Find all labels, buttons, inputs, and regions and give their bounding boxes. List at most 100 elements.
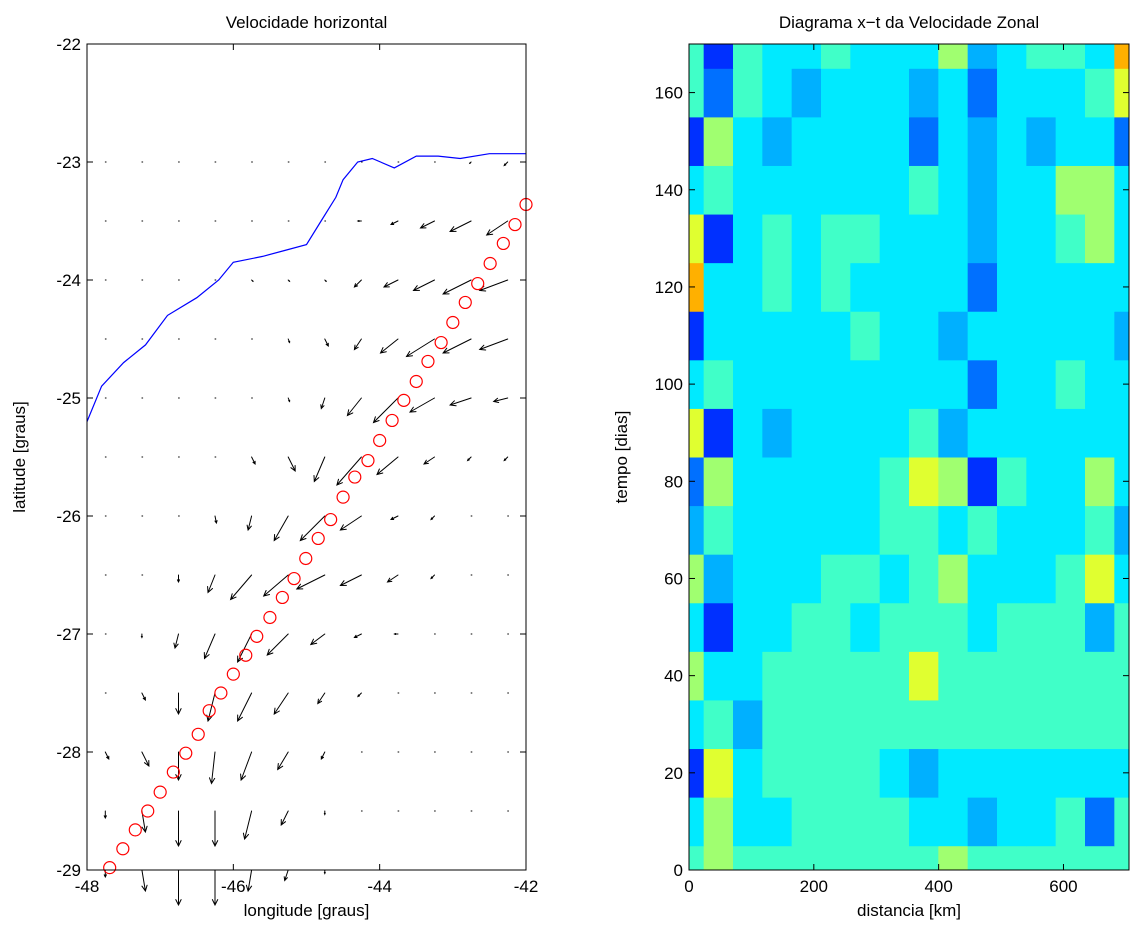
contour-cell: [909, 457, 939, 507]
contour-cell: [689, 262, 705, 312]
contour-cell: [1026, 359, 1057, 409]
contour-cell: [938, 699, 969, 750]
contour-cell: [1026, 651, 1057, 701]
contour-cell: [879, 651, 910, 701]
vector-arrow: [408, 397, 435, 413]
vector-arrow: [141, 751, 150, 768]
contour-cell: [997, 651, 1027, 701]
contour-cell: [821, 311, 851, 361]
contour-cell: [689, 359, 705, 409]
contour-cell: [1055, 845, 1086, 871]
contour-cell: [1085, 699, 1115, 750]
vector-arrow: [277, 751, 289, 771]
contour-cell: [689, 845, 705, 871]
contour-cell: [1085, 311, 1115, 361]
x-tick-label: 600: [1049, 877, 1077, 896]
contour-cell: [1085, 68, 1115, 118]
contour-cell: [1114, 845, 1130, 871]
contour-cell: [1085, 748, 1115, 798]
contour-cell: [879, 311, 910, 361]
axes-box: [688, 43, 1130, 871]
contour-cell: [733, 44, 763, 69]
contour-cell: [967, 116, 998, 166]
y-tick-label: -28: [56, 743, 81, 762]
contour-cell: [762, 44, 793, 69]
contour-cell: [791, 699, 822, 750]
contour-cell: [909, 845, 939, 871]
vector-arrow: [140, 633, 143, 639]
y-tick-label: 160: [655, 84, 683, 103]
contour-cell: [909, 748, 939, 798]
contour-cell: [821, 748, 851, 798]
contour-cell: [762, 165, 793, 215]
contour-cell: [967, 44, 998, 69]
contour-cell: [703, 651, 734, 701]
vector-arrow: [419, 220, 435, 229]
contour-cell: [997, 797, 1027, 847]
vector-arrow: [251, 456, 256, 466]
contour-cell: [850, 457, 881, 507]
x-tick-label: -42: [514, 877, 539, 896]
contour-cell: [821, 554, 851, 604]
contour-cell: [850, 651, 881, 701]
contour-cell: [1114, 359, 1130, 409]
contour-cell: [791, 68, 822, 118]
vector-arrow: [287, 338, 291, 344]
contour-cell: [733, 311, 763, 361]
contour-cell: [938, 262, 969, 312]
contour-cell: [762, 457, 793, 507]
y-axis-label: latitude [graus]: [10, 401, 29, 513]
vector-arrow: [175, 869, 182, 907]
vector-arrow: [468, 161, 472, 165]
vector-arrow: [339, 574, 362, 587]
contour-cell: [1026, 165, 1057, 215]
track-point: [166, 765, 180, 779]
contour-cell: [1085, 554, 1115, 604]
contour-cell: [821, 44, 851, 69]
contour-cell: [909, 165, 939, 215]
contour-cell: [909, 214, 939, 264]
contour-cell: [1114, 554, 1130, 604]
vector-arrow: [207, 574, 216, 594]
track-point: [458, 295, 472, 310]
x-axis-label: distancia [km]: [857, 901, 961, 920]
track-point: [287, 571, 301, 586]
vector-arrow: [313, 456, 326, 483]
contour-cell: [938, 359, 969, 409]
y-tick-label: 120: [655, 278, 683, 297]
y-tick-label: -24: [56, 271, 81, 290]
contour-cell: [850, 748, 881, 798]
contour-cell: [1026, 44, 1057, 69]
y-tick-label: 100: [655, 375, 683, 394]
contour-cell: [1114, 748, 1130, 798]
contour-cell: [762, 845, 793, 871]
track-point: [348, 470, 362, 484]
vector-arrow: [492, 397, 509, 403]
contour-cell: [1085, 457, 1115, 507]
contour-cell: [689, 651, 705, 701]
contour-cell: [791, 651, 822, 701]
track-point: [385, 413, 399, 428]
contour-cell: [879, 554, 910, 604]
contour-cell: [938, 311, 969, 361]
contour-cell: [938, 797, 969, 847]
vector-arrow: [141, 692, 146, 702]
track-point: [508, 217, 522, 232]
contour-cell: [967, 845, 998, 871]
contour-cell: [967, 699, 998, 750]
contour-cell: [938, 845, 969, 871]
contour-cell: [850, 699, 881, 750]
contour-cell: [1114, 165, 1130, 215]
contour-cell: [1085, 602, 1115, 652]
x-axis-label: longitude [graus]: [244, 901, 370, 920]
contour-cell: [850, 602, 881, 652]
contour-cell: [689, 797, 705, 847]
contour-cell: [689, 748, 705, 798]
vector-arrow: [141, 869, 148, 893]
contour-cell: [703, 116, 734, 166]
track-point: [275, 590, 289, 605]
contour-cell: [762, 359, 793, 409]
contour-cell: [733, 651, 763, 701]
contour-cell: [703, 165, 734, 215]
track-point: [336, 490, 350, 504]
